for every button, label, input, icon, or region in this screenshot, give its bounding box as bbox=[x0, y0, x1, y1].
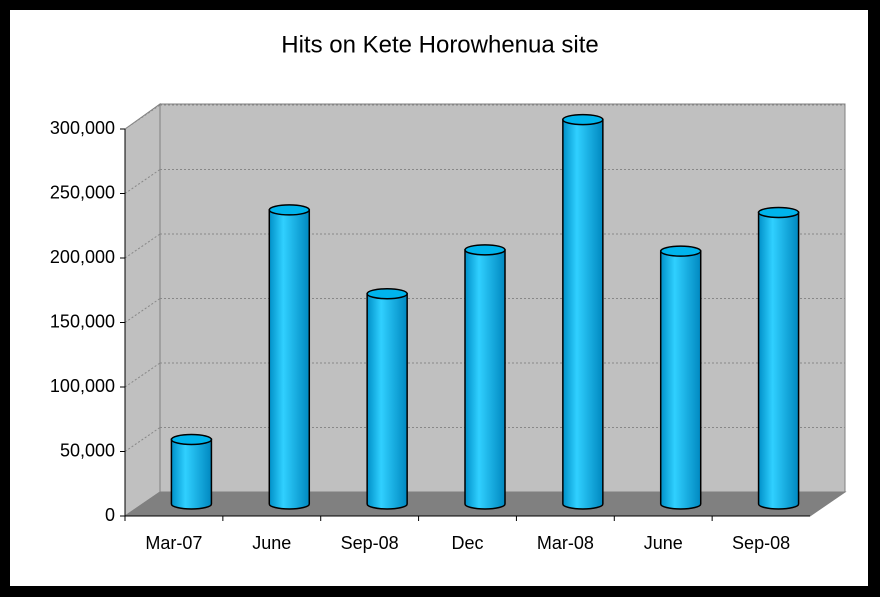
y-tick-label: 50,000 bbox=[60, 440, 115, 460]
chart-title: Hits on Kete Horowhenua site bbox=[281, 31, 599, 58]
y-tick-label: 200,000 bbox=[50, 247, 115, 267]
bar bbox=[659, 245, 702, 510]
y-tick-label: 0 bbox=[105, 505, 115, 525]
grid-line bbox=[124, 298, 161, 323]
x-tick-label: Mar-07 bbox=[145, 533, 202, 553]
y-tick-label: 100,000 bbox=[50, 376, 115, 396]
grid-line bbox=[124, 104, 161, 130]
bar bbox=[464, 244, 506, 510]
bar bbox=[562, 113, 604, 510]
x-tick-label: Mar-08 bbox=[537, 533, 594, 553]
y-tick-label: 250,000 bbox=[50, 182, 115, 202]
x-tick-label: Dec bbox=[451, 533, 483, 553]
bar bbox=[757, 206, 800, 510]
grid-line bbox=[124, 169, 161, 194]
x-tick-label: June bbox=[252, 533, 291, 553]
bar-body bbox=[366, 292, 408, 510]
x-tick-label: June bbox=[644, 533, 683, 553]
grid-line bbox=[124, 233, 161, 259]
bar bbox=[170, 433, 213, 510]
bar-top bbox=[464, 244, 506, 256]
bar bbox=[366, 287, 408, 510]
bar-top bbox=[659, 245, 702, 257]
bar-top bbox=[562, 113, 604, 126]
bar-body bbox=[562, 118, 604, 510]
grid-line bbox=[124, 362, 161, 388]
bar-body bbox=[757, 211, 800, 510]
grid-line bbox=[124, 427, 161, 452]
bar-body bbox=[464, 249, 506, 510]
bar-top bbox=[366, 287, 408, 300]
y-tick-label: 150,000 bbox=[50, 311, 115, 331]
x-tick-label: Sep-08 bbox=[732, 533, 790, 553]
bar-body bbox=[170, 438, 213, 510]
bar-top bbox=[757, 206, 800, 219]
bar bbox=[268, 204, 311, 510]
bar-body bbox=[268, 209, 311, 510]
bar-body bbox=[659, 250, 702, 510]
bar-top bbox=[268, 204, 311, 216]
bar-top bbox=[170, 433, 213, 446]
x-tick-label: Sep-08 bbox=[341, 533, 399, 553]
y-tick-label: 300,000 bbox=[50, 118, 115, 138]
